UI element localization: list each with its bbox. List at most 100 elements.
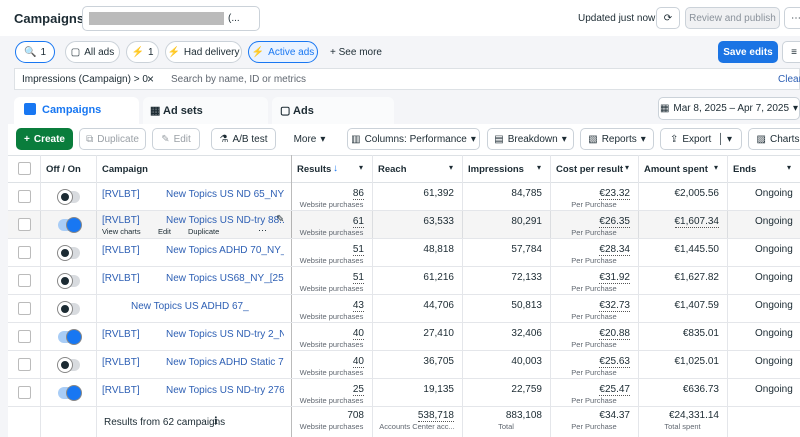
sort-caret[interactable]: ▾ [787, 163, 792, 172]
remove-filter[interactable]: × [147, 72, 155, 86]
row-action-more[interactable]: ⋯ [258, 225, 267, 235]
date-picker[interactable]: ▦ Mar 8, 2025 – Apr 7, 2025 ▾ [658, 97, 800, 120]
toggle[interactable] [58, 302, 80, 316]
sort-caret[interactable]: ▾ [714, 163, 719, 172]
amount-spent: €1,445.50 [674, 244, 720, 255]
tab-campaigns[interactable]: Campaigns [42, 104, 102, 116]
duplicate-button[interactable]: ⧉ Duplicate [79, 128, 146, 150]
campaign-name[interactable]: New Topics US ND 65_NY_[... [166, 189, 284, 200]
column-header[interactable]: Ends [733, 164, 757, 175]
tab[interactable] [272, 97, 394, 124]
toggle-knob [67, 330, 81, 344]
checkbox[interactable] [18, 386, 31, 399]
campaign-name[interactable]: New Topics US68_NY_[25.1... [166, 273, 284, 284]
label: Create [33, 133, 65, 145]
campaign-name[interactable]: New Topics ADHD Static 70... [166, 357, 284, 368]
toggle-knob [58, 246, 72, 260]
toggle[interactable] [58, 218, 81, 232]
column-header[interactable]: Cost per result [556, 164, 624, 175]
column-header[interactable]: Impressions [468, 164, 524, 175]
export-button[interactable]: ⇪ Export │ ▾ [660, 128, 742, 150]
edit-icon[interactable]: ✎ [276, 214, 285, 225]
charts-button[interactable]: ▨ Charts [748, 128, 800, 150]
settings[interactable]: ≡ [782, 41, 800, 63]
toggle-knob [58, 302, 72, 316]
breakdown-button[interactable]: ▤ Breakdown ▾ [487, 128, 574, 150]
campaign-name[interactable]: New Topics ADHD 70_NY_[... [166, 245, 284, 256]
column-header[interactable]: Off / On [46, 164, 81, 175]
toggle[interactable] [58, 358, 80, 372]
toggle[interactable] [58, 386, 81, 400]
row-action[interactable]: Duplicate [188, 227, 220, 236]
checkbox[interactable] [18, 358, 31, 371]
checkbox[interactable] [18, 190, 31, 203]
ab-test-button[interactable]: ⚗ A/B test [211, 128, 276, 150]
campaign-tag[interactable]: [RVLBT] [102, 329, 140, 340]
campaign-tag[interactable]: [RVLBT] [102, 189, 140, 200]
row-action[interactable]: View charts [102, 227, 141, 236]
toggle[interactable] [58, 190, 80, 204]
reach: 27,410 [423, 328, 454, 339]
count-pill[interactable]: ⚡ 1 [126, 41, 159, 63]
column-header[interactable]: Reach [378, 164, 407, 175]
toggle[interactable] [58, 246, 80, 260]
more-menu[interactable]: More ▾ [283, 128, 336, 150]
results-type: Website purchases [299, 312, 364, 321]
search-toggle[interactable]: 🔍 1 [15, 41, 55, 63]
review-button[interactable]: Review and publish [685, 7, 780, 29]
see-more[interactable]: + See more [330, 47, 382, 58]
account-selector[interactable]: (... [82, 6, 260, 31]
edit-button[interactable]: ✎ Edit [152, 128, 200, 150]
active-ads[interactable]: ⚡ Active ads [248, 41, 318, 63]
campaign-name[interactable]: New Topics US ND-try 276_... [166, 385, 284, 396]
column-header[interactable]: Campaign [102, 164, 148, 175]
checkbox[interactable] [18, 218, 31, 231]
column-divider [727, 155, 728, 437]
campaign-tag[interactable]: [RVLBT] [102, 215, 140, 226]
sort-caret[interactable]: ▾ [625, 163, 630, 172]
create-button[interactable]: + Create [16, 128, 73, 150]
refresh-button[interactable]: ⟳ [656, 7, 680, 29]
campaign-tag[interactable]: [RVLBT] [102, 385, 140, 396]
checkbox[interactable] [18, 302, 31, 315]
sort-caret[interactable]: ▾ [537, 163, 542, 172]
campaign-name[interactable]: New Topics US ND-try 2_NY_... [166, 329, 284, 340]
had-delivery[interactable]: ⚡ Had delivery [165, 41, 242, 63]
results: 86 [352, 188, 364, 200]
more-button[interactable]: ⋯ [784, 7, 800, 29]
campaign-tag[interactable]: [RVLBT] [102, 245, 140, 256]
cost-per-result: €28.34 [599, 244, 630, 256]
checkbox[interactable] [18, 162, 31, 175]
toggle[interactable] [58, 274, 80, 288]
label: Charts [770, 133, 800, 145]
tab-ads[interactable]: ▢ Ads [280, 105, 314, 117]
campaign-tag[interactable]: [RVLBT] [102, 357, 140, 368]
checkbox[interactable] [18, 246, 31, 259]
cost-per-result: €23.32 [599, 188, 630, 200]
ends: Ongoing [755, 216, 793, 227]
columns-button[interactable]: ▥ Columns: Performance ▾ [347, 128, 480, 150]
filter-chip[interactable]: Impressions (Campaign) > 0 [22, 74, 148, 85]
search-input[interactable]: Search by name, ID or metrics [171, 74, 307, 85]
toggle[interactable] [58, 330, 81, 344]
sort-caret[interactable]: ▾ [449, 163, 454, 172]
tab[interactable] [143, 97, 268, 124]
amount-spent: €1,407.59 [674, 300, 720, 311]
campaign-name[interactable]: New Topics US ADHD 67_NY_[25.10]... [131, 301, 249, 312]
sort-caret[interactable]: ▾ [359, 163, 364, 172]
sort-arrow[interactable]: ↓ [333, 163, 338, 174]
campaign-name[interactable]: New Topics US ND-try 88... [166, 215, 284, 226]
results-type: Website purchases [299, 284, 364, 293]
column-header[interactable]: Amount spent [644, 164, 708, 175]
checkbox[interactable] [18, 274, 31, 287]
checkbox[interactable] [18, 330, 31, 343]
save-edits[interactable]: Save edits [718, 41, 778, 63]
tab-adsets[interactable]: ▦ Ad sets [150, 105, 203, 117]
reports-button[interactable]: ▧ Reports ▾ [580, 128, 654, 150]
toggle-knob [58, 274, 72, 288]
row-action[interactable]: Edit [158, 227, 171, 236]
all-ads[interactable]: ▢ All ads [65, 41, 120, 63]
campaign-tag[interactable]: [RVLBT] [102, 273, 140, 284]
column-header[interactable]: Results [297, 164, 332, 175]
clear-link[interactable]: Clear [778, 74, 800, 85]
